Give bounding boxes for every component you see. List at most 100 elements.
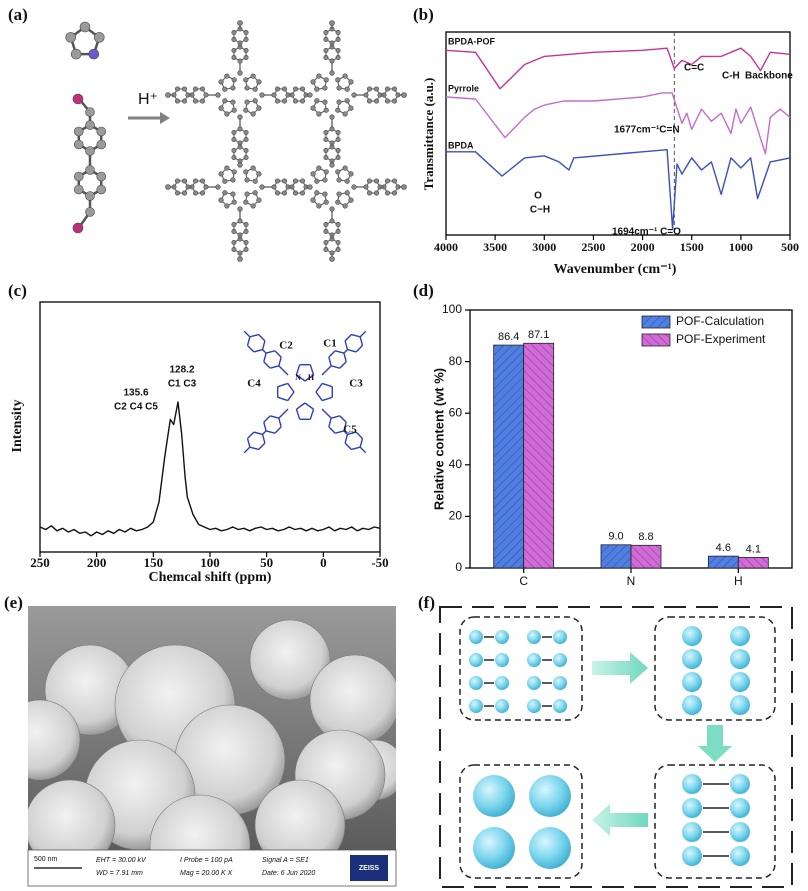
x-tick-label: 500 [781,240,799,254]
atom [271,184,277,190]
atom [310,197,316,203]
sphere [529,775,571,817]
sphere [495,676,509,690]
atom [182,98,188,104]
atom [96,126,107,137]
series-label: BPDA [448,140,474,150]
atom [203,184,209,190]
bond [287,391,295,401]
atom [193,98,199,104]
atom [335,199,341,205]
atom [165,92,171,98]
atom [88,48,100,60]
bond [269,365,280,369]
bond [347,348,357,353]
bond [309,409,315,420]
panel-label: (b) [413,5,434,24]
atom [85,191,95,201]
legend-label: POF-Experiment [676,332,766,346]
panel-label: (a) [8,5,28,24]
atom [363,184,369,190]
atom [292,86,298,92]
atom [329,126,335,132]
atom [70,48,82,60]
atom [274,178,280,184]
atom [193,178,199,184]
bond [277,382,288,388]
atom [323,77,329,83]
atom [200,86,206,92]
x-tick-label: 2000 [631,240,655,254]
bar [707,555,739,569]
atom [335,137,341,143]
atom [230,85,236,91]
atom [250,73,256,79]
atom [329,206,335,212]
atom [244,85,250,91]
x-tick-label: 3500 [483,240,507,254]
atom [348,197,354,203]
value-label: 4.1 [746,543,761,555]
atom [323,137,329,143]
sem-spheres [28,619,396,850]
atom [323,54,329,60]
atom [230,177,236,183]
atom [73,126,84,137]
sphere [730,846,750,866]
atom [231,137,237,143]
sphere [553,699,567,713]
sem-sphere [254,779,346,850]
atom [237,162,243,168]
bond [351,446,361,451]
atom [335,54,341,60]
atom [342,203,348,209]
atom [323,107,329,113]
atom [335,148,341,154]
sphere [682,626,702,646]
atom [335,47,341,53]
y-tick-label: 40 [449,457,463,471]
data-line [445,47,791,90]
bond [278,365,289,376]
atom [322,191,328,197]
atom [175,178,181,184]
sphere [730,798,750,818]
sphere [495,699,509,713]
bond [328,356,332,367]
atom [366,178,372,184]
bond [321,365,332,376]
atom [243,54,249,60]
atom [200,98,206,104]
atom [85,120,95,130]
legend-swatch [641,333,671,347]
x-tick-label: 0 [320,555,327,570]
atom [322,99,328,105]
atom [310,171,316,177]
bond [343,352,347,362]
molecule-label: C3 [349,378,363,390]
atom [391,190,397,196]
bond [304,374,314,382]
atom [230,191,236,197]
bond [263,361,271,369]
atom [335,155,341,161]
atom [329,114,335,120]
bond [322,382,333,388]
atom [348,79,354,85]
sphere [682,672,702,692]
stage-box [459,616,583,721]
bond [295,409,301,420]
atom [243,77,249,83]
y-tick-label: 20 [449,509,463,523]
bond [343,422,347,432]
bond [309,364,315,375]
atom [85,146,95,156]
value-label: 8.8 [638,531,653,543]
atom [243,222,249,228]
atom [252,178,258,184]
bond [296,402,306,410]
atom [73,184,84,195]
bond [263,422,267,432]
reagent-label: H⁺ [138,91,158,108]
bond [321,408,332,419]
